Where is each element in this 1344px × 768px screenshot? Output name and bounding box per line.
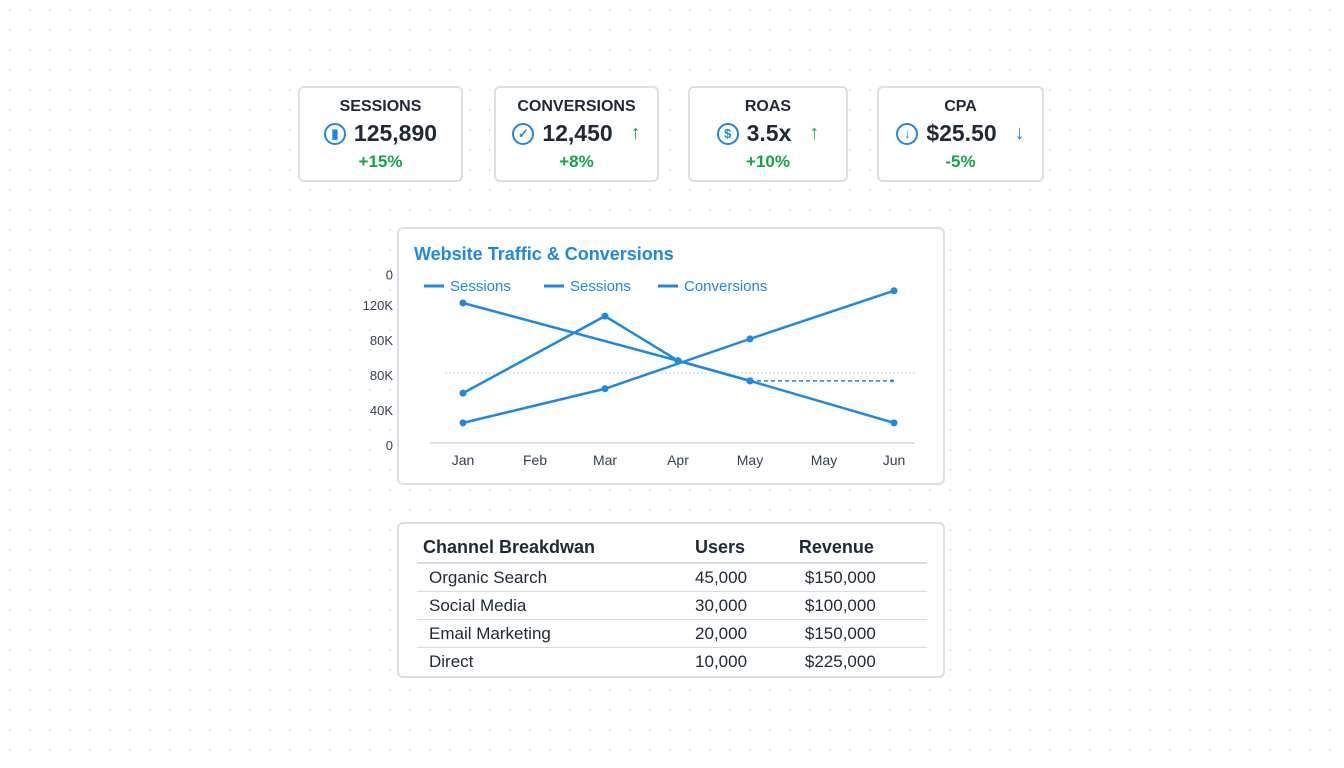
- chart-title: Website Traffic & Conversions: [414, 244, 674, 264]
- x-tick-label: Feb: [523, 452, 547, 468]
- y-tick-label: 120K: [363, 298, 394, 313]
- kpi-title: ROAS: [744, 98, 792, 115]
- y-tick-label: 0: [386, 267, 393, 282]
- column-header: Channel Breakdwan: [417, 534, 678, 564]
- column-header: Revenue: [792, 534, 927, 564]
- kpi-value: 3.5x: [746, 120, 792, 146]
- dollar-circle-icon: $: [716, 122, 739, 145]
- series-line-1: [462, 314, 751, 395]
- table-cell: 45,000: [677, 563, 793, 592]
- check-circle-icon: ✓: [512, 122, 535, 145]
- table-cell: Organic Search: [417, 563, 678, 592]
- table-cell: $100,000: [792, 591, 927, 620]
- kpi-title: SESSIONS: [339, 98, 422, 115]
- kpi-title: CONVERSIONS: [517, 98, 636, 115]
- kpi-card-sessions: SESSIONS ▮ 125,890 +15%: [298, 86, 463, 182]
- data-point: [459, 419, 467, 427]
- kpi-delta: +8%: [559, 152, 594, 171]
- table-cell: Email Marketing: [417, 619, 678, 648]
- table-cell: 20,000: [677, 619, 793, 648]
- table-cell: $150,000: [792, 619, 927, 648]
- table-row: Direct 10,000 $225,000: [417, 648, 927, 676]
- table-row: Email Marketing 20,000 $150,000: [417, 619, 927, 648]
- x-tick-label: May: [737, 452, 763, 468]
- x-tick-label: Mar: [593, 452, 617, 468]
- x-tick-label: Jan: [452, 452, 475, 468]
- kpi-value: 125,890: [353, 120, 438, 146]
- y-tick-label: 80K: [370, 333, 393, 348]
- data-point: [746, 335, 754, 343]
- data-point: [601, 385, 609, 393]
- table-cell: 10,000: [695, 652, 748, 671]
- kpi-card-roas: ROAS $ 3.5x ↑ +10%: [688, 86, 848, 182]
- table-cell: 30,000: [677, 591, 793, 620]
- arrow-down-icon: ↓: [1014, 122, 1025, 144]
- legend-label: Conversions: [684, 278, 767, 295]
- kpi-value: 12,450: [542, 120, 613, 146]
- kpi-card-cpa: CPA ↓ $25.50 ↓ -5%: [877, 86, 1044, 182]
- kpi-delta: +15%: [358, 152, 403, 171]
- arrow-up-icon: ↑: [809, 122, 820, 144]
- kpi-card-conversions: CONVERSIONS ✓ 12,450 ↑ +8%: [494, 86, 659, 182]
- table-cell: $225,000: [804, 652, 876, 671]
- arrow-up-icon: ↑: [630, 122, 641, 144]
- data-point: [459, 389, 467, 397]
- kpi-title: CPA: [944, 98, 977, 115]
- data-point: [601, 312, 609, 320]
- table-cell: $150,000: [792, 563, 927, 592]
- column-header: Users: [677, 534, 793, 564]
- arrow-down-circle-icon: ↓: [896, 122, 919, 145]
- x-tick-label: May: [811, 452, 837, 468]
- kpi-delta: +10%: [746, 152, 790, 171]
- data-point: [890, 379, 894, 383]
- legend-label: Sessions: [570, 278, 631, 295]
- table-row: Organic Search 45,000 $150,000: [417, 563, 927, 592]
- y-tick-label: 0: [386, 438, 393, 453]
- y-tick-label: 40K: [370, 403, 393, 418]
- table-cell: Direct: [429, 652, 474, 671]
- kpi-delta: -5%: [945, 152, 976, 171]
- data-point: [890, 419, 898, 427]
- table-cell: Social Media: [417, 591, 678, 620]
- kpi-value: $25.50: [926, 120, 997, 146]
- x-tick-label: Apr: [667, 452, 689, 468]
- y-tick-label: 80K: [370, 368, 393, 383]
- table-row: Social Media 30,000 $100,000: [417, 591, 927, 620]
- x-tick-label: Jun: [883, 452, 906, 468]
- data-point: [459, 299, 467, 307]
- data-point: [890, 287, 898, 295]
- bar-chart-icon: ▮: [323, 122, 346, 145]
- channel-table: Channel Breakdwan Users Revenue Organic Sea…: [417, 534, 927, 675]
- series-line-2: [462, 289, 895, 425]
- channel-table-card: Channel Breakdwan Users Revenue Organic Sea…: [397, 522, 945, 678]
- legend-label: Sessions: [450, 278, 511, 295]
